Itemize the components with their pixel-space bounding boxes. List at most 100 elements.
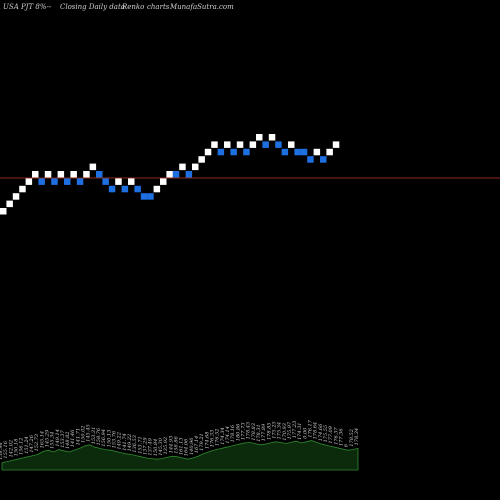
renko-up-brick bbox=[12, 193, 20, 200]
chart-data-kind: Closing Daily data bbox=[60, 3, 125, 11]
renko-up-brick bbox=[256, 134, 263, 141]
renko-up-brick bbox=[198, 156, 205, 163]
volume-label: 6 bbox=[344, 443, 350, 447]
renko-up-brick bbox=[326, 148, 333, 156]
volume-label: 176.52 bbox=[215, 429, 221, 447]
renko-down-brick bbox=[217, 148, 225, 156]
volume-label: 145.45 bbox=[86, 424, 92, 442]
renko-up-brick bbox=[83, 171, 90, 178]
renko-up-brick bbox=[115, 178, 122, 185]
renko-up-brick bbox=[44, 171, 52, 178]
volume-label: 137.29 bbox=[143, 437, 149, 455]
volume-label: 153.37 bbox=[60, 429, 66, 447]
renko-down-brick bbox=[121, 185, 129, 193]
renko-up-brick bbox=[211, 141, 218, 148]
site-name: MunafaSutra.com bbox=[170, 3, 234, 11]
volume-label: 174.68 bbox=[204, 432, 210, 450]
volume-label: 153.76 bbox=[112, 430, 118, 448]
renko-down-brick bbox=[76, 178, 84, 185]
volume-label: 178.83 bbox=[251, 423, 257, 440]
renko-down-brick bbox=[102, 178, 109, 185]
volume-label: 145.30 bbox=[158, 437, 164, 455]
renko-up-brick bbox=[89, 163, 97, 171]
renko-up-brick bbox=[25, 178, 33, 185]
volume-label: 174.66 bbox=[318, 423, 324, 441]
volume-label: 141.46 bbox=[70, 429, 76, 447]
volume-label: 180.86 bbox=[235, 423, 241, 441]
volume-label: 175.97 bbox=[287, 421, 293, 439]
volume-label: 149.14 bbox=[55, 429, 61, 447]
renko-up-brick bbox=[70, 171, 77, 178]
renko-down-brick bbox=[300, 148, 308, 156]
renko-up-brick bbox=[0, 208, 7, 215]
renko-down-brick bbox=[243, 148, 250, 156]
volume-label: 150.84 bbox=[153, 439, 159, 457]
renko-down-brick bbox=[294, 148, 301, 156]
renko-down-brick bbox=[134, 185, 141, 193]
volume-label: 161.13 bbox=[179, 438, 185, 456]
renko-down-brick bbox=[307, 156, 314, 163]
volume-label: 149.22 bbox=[117, 432, 123, 450]
renko-down-brick bbox=[320, 156, 327, 163]
volume-label: 153.71 bbox=[137, 436, 143, 454]
volume-label: 150.13 bbox=[106, 430, 112, 448]
volume-label: 178.34 bbox=[354, 428, 360, 446]
volume-label: 177.73 bbox=[241, 423, 247, 441]
volume-label: 164.06 bbox=[184, 438, 190, 456]
volume-label: 174.31 bbox=[297, 423, 303, 441]
volume-label: 141.71 bbox=[75, 428, 81, 446]
renko-up-brick bbox=[128, 178, 135, 185]
chart-word-label: charts bbox=[147, 3, 170, 11]
volume-label: 140.96 bbox=[189, 437, 195, 455]
volume-labels: 158.98 155.16 142.02 150.18 156.12 151.24 147.… bbox=[0, 419, 360, 460]
volume-label: 136.53 bbox=[132, 435, 138, 453]
renko-up-brick bbox=[268, 134, 276, 141]
volume-label: 144.93 bbox=[168, 436, 174, 454]
renko-up-brick bbox=[236, 141, 244, 148]
renko-down-brick bbox=[281, 148, 289, 156]
volume-label: 175.34 bbox=[277, 422, 283, 440]
renko-down-brick bbox=[147, 193, 154, 200]
volume-label: 151.24 bbox=[24, 436, 30, 454]
volume-label: 156.94 bbox=[101, 429, 107, 447]
renko-up-brick bbox=[204, 148, 212, 156]
volume-label: 158.98 bbox=[0, 442, 4, 460]
renko-up-brick bbox=[192, 163, 199, 171]
volume-label: 174.34 bbox=[220, 427, 226, 445]
volume-label: 145.29 bbox=[44, 429, 50, 447]
volume-label: 155.34 bbox=[50, 432, 56, 450]
volume-label: 141.74 bbox=[122, 433, 128, 451]
renko-up-brick bbox=[179, 163, 186, 171]
renko-down-brick bbox=[275, 141, 282, 148]
volume-label: 179.21 bbox=[199, 433, 205, 451]
renko-bricks bbox=[0, 134, 340, 215]
volume-label: 178.64 bbox=[313, 422, 319, 440]
volume-label: 177.23 bbox=[292, 421, 298, 439]
renko-up-brick bbox=[6, 200, 13, 208]
chart-symbol-title: USA PJT 8%-- bbox=[3, 3, 52, 11]
volume-label: 165.14 bbox=[39, 431, 45, 449]
volume-label: 149.22 bbox=[127, 434, 133, 452]
volume-label: 177.89 bbox=[261, 423, 267, 441]
volume-label: 158.86 bbox=[173, 435, 179, 453]
renko-up-brick bbox=[224, 141, 231, 148]
volume-label: 178.16 bbox=[230, 424, 236, 442]
volume-label: 178.85 bbox=[266, 423, 272, 441]
volume-label: 176.17 bbox=[308, 419, 314, 437]
volume-label: 167.14 bbox=[194, 436, 200, 454]
volume-area bbox=[1, 440, 359, 471]
volume-label: 147.26 bbox=[29, 434, 35, 452]
volume-label: 153.31 bbox=[91, 427, 97, 445]
volume-label: 174.14 bbox=[225, 426, 231, 444]
volume-label: 178.52 bbox=[349, 429, 355, 447]
renko-up-brick bbox=[160, 178, 167, 185]
renko-up-brick bbox=[288, 141, 295, 148]
volume-label: 137.49 bbox=[148, 437, 154, 455]
volume-area-shape bbox=[1, 440, 359, 471]
volume-label: 156.12 bbox=[19, 438, 25, 456]
renko-up-brick bbox=[249, 141, 257, 148]
renko-up-brick bbox=[32, 171, 39, 178]
volume-label: 177.09 bbox=[328, 425, 334, 443]
volume-label: 178.43 bbox=[246, 422, 252, 440]
